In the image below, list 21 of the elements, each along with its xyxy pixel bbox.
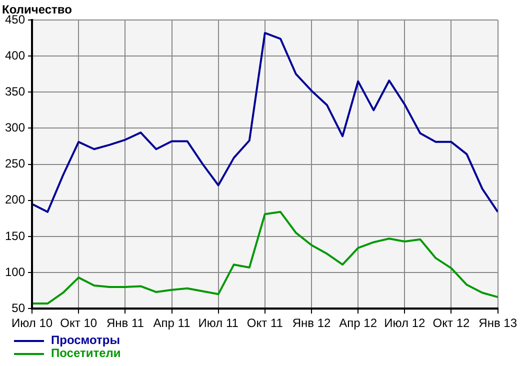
y-tick-label: 200: [4, 192, 26, 207]
legend-label: Посетители: [51, 346, 121, 360]
x-tick-label: Янв 12: [292, 316, 331, 330]
y-tick-label: 400: [4, 48, 26, 62]
x-tick-label: Апр 12: [339, 316, 378, 330]
x-tick-label: Янв 13: [478, 316, 518, 330]
x-tick-label: Июл 12: [384, 316, 426, 330]
y-tick-label: 50: [12, 300, 26, 315]
x-tick-label: Окт 12: [432, 316, 470, 330]
x-tick-label: Июл 10: [12, 316, 53, 330]
x-tick-label: Янв 11: [106, 316, 144, 330]
x-tick-label: Апр 11: [153, 316, 191, 330]
x-tick-label: Июл 11: [198, 316, 239, 330]
y-tick-label: 150: [4, 228, 26, 243]
legend-label: Просмотры: [51, 333, 120, 347]
x-tick-label: Окт 11: [246, 316, 284, 330]
y-tick-label: 300: [4, 120, 26, 135]
y-tick-label: 250: [4, 156, 26, 171]
y-tick-label: 100: [4, 264, 26, 279]
y-tick-label: 350: [4, 84, 26, 98]
x-tick-label: Окт 10: [60, 316, 98, 330]
